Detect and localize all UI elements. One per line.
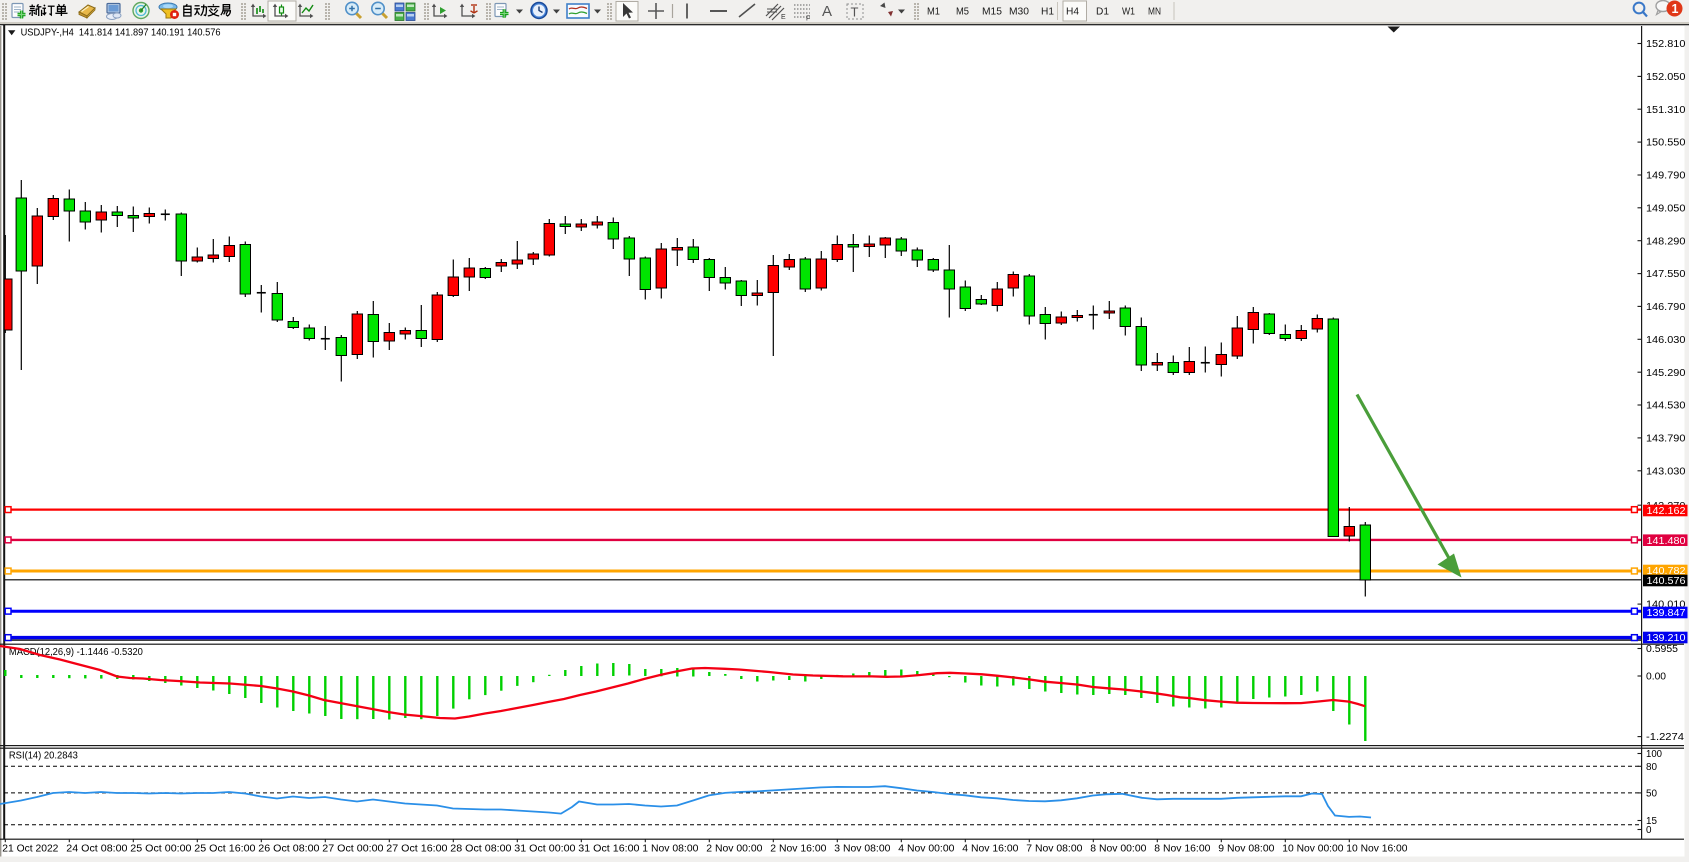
svg-text:4 Nov 00:00: 4 Nov 00:00 — [898, 843, 955, 854]
svg-text:M1: M1 — [927, 6, 940, 18]
svg-text:D1: D1 — [1096, 6, 1109, 18]
svg-text:27 Oct 00:00: 27 Oct 00:00 — [322, 843, 384, 854]
svg-text:21 Oct 2022: 21 Oct 2022 — [2, 843, 59, 854]
svg-text:M5: M5 — [956, 6, 969, 18]
svg-text:2 Nov 00:00: 2 Nov 00:00 — [706, 843, 763, 854]
svg-text:50: 50 — [1646, 789, 1657, 800]
svg-text:140.576: 140.576 — [1647, 576, 1686, 587]
svg-text:139.847: 139.847 — [1647, 608, 1686, 619]
svg-text:25 Oct 00:00: 25 Oct 00:00 — [130, 843, 192, 854]
svg-text:147.550: 147.550 — [1646, 269, 1686, 280]
svg-text:8 Nov 16:00: 8 Nov 16:00 — [1154, 843, 1211, 854]
svg-text:15: 15 — [1646, 816, 1657, 827]
svg-text:9 Nov 08:00: 9 Nov 08:00 — [1218, 843, 1275, 854]
svg-text:142.162: 142.162 — [1647, 506, 1686, 517]
svg-text:2 Nov 16:00: 2 Nov 16:00 — [770, 843, 827, 854]
svg-text:T: T — [851, 5, 859, 20]
svg-text:F: F — [806, 16, 810, 23]
svg-text:146.790: 146.790 — [1646, 302, 1686, 313]
svg-text:31 Oct 00:00: 31 Oct 00:00 — [514, 843, 576, 854]
svg-text:151.310: 151.310 — [1646, 105, 1686, 116]
svg-text:A: A — [822, 3, 832, 20]
svg-text:100: 100 — [1646, 749, 1662, 760]
svg-text:26 Oct 08:00: 26 Oct 08:00 — [258, 843, 320, 854]
svg-text:RSI(14) 20.2843: RSI(14) 20.2843 — [9, 751, 78, 762]
svg-text:10 Nov 00:00: 10 Nov 00:00 — [1282, 843, 1344, 854]
svg-text:145.290: 145.290 — [1646, 368, 1686, 379]
svg-text:0.5955: 0.5955 — [1646, 644, 1678, 655]
svg-text:10 Nov 16:00: 10 Nov 16:00 — [1346, 843, 1408, 854]
svg-text:150.550: 150.550 — [1646, 138, 1686, 149]
svg-text:7 Nov 08:00: 7 Nov 08:00 — [1026, 843, 1083, 854]
svg-text:USDJPY-,H4 141.814 141.897 14: USDJPY-,H4 141.814 141.897 140.191 140.5… — [21, 27, 221, 38]
svg-text:0: 0 — [1646, 825, 1652, 836]
svg-text:149.050: 149.050 — [1646, 203, 1686, 214]
svg-text:80: 80 — [1646, 762, 1657, 773]
svg-text:24 Oct 08:00: 24 Oct 08:00 — [66, 843, 128, 854]
svg-text:143.790: 143.790 — [1646, 434, 1686, 445]
svg-text:W1: W1 — [1122, 6, 1135, 18]
svg-text:0.00: 0.00 — [1646, 672, 1666, 683]
svg-text:141.480: 141.480 — [1647, 536, 1686, 547]
svg-text:M30: M30 — [1009, 6, 1029, 18]
svg-text:144.530: 144.530 — [1646, 401, 1686, 412]
svg-text:E: E — [781, 14, 786, 21]
svg-text:27 Oct 16:00: 27 Oct 16:00 — [386, 843, 448, 854]
svg-text:152.050: 152.050 — [1646, 72, 1686, 83]
svg-text:146.030: 146.030 — [1646, 335, 1686, 346]
svg-text:3 Nov 08:00: 3 Nov 08:00 — [834, 843, 891, 854]
svg-text:MN: MN — [1148, 6, 1161, 18]
svg-text:28 Oct 08:00: 28 Oct 08:00 — [450, 843, 512, 854]
svg-text:MACD(12,26,9) -1.1446 -0.5320: MACD(12,26,9) -1.1446 -0.5320 — [9, 647, 143, 658]
svg-text:25 Oct 16:00: 25 Oct 16:00 — [194, 843, 256, 854]
svg-text:31 Oct 16:00: 31 Oct 16:00 — [578, 843, 640, 854]
svg-text:140.010: 140.010 — [1646, 600, 1686, 611]
svg-text:4 Nov 16:00: 4 Nov 16:00 — [962, 843, 1019, 854]
svg-text:140.782: 140.782 — [1647, 566, 1686, 577]
svg-text:1: 1 — [1672, 2, 1679, 16]
svg-text:149.790: 149.790 — [1646, 171, 1686, 182]
svg-text:143.030: 143.030 — [1646, 466, 1686, 477]
svg-text:H4: H4 — [1066, 6, 1079, 18]
svg-text:-1.2274: -1.2274 — [1646, 732, 1684, 743]
svg-text:152.810: 152.810 — [1646, 39, 1686, 50]
svg-text:M15: M15 — [982, 6, 1002, 18]
svg-text:1 Nov 08:00: 1 Nov 08:00 — [642, 843, 699, 854]
svg-text:139.210: 139.210 — [1647, 633, 1686, 644]
svg-text:H1: H1 — [1041, 6, 1054, 18]
svg-text:8 Nov 00:00: 8 Nov 00:00 — [1090, 843, 1147, 854]
svg-text:148.290: 148.290 — [1646, 236, 1686, 247]
